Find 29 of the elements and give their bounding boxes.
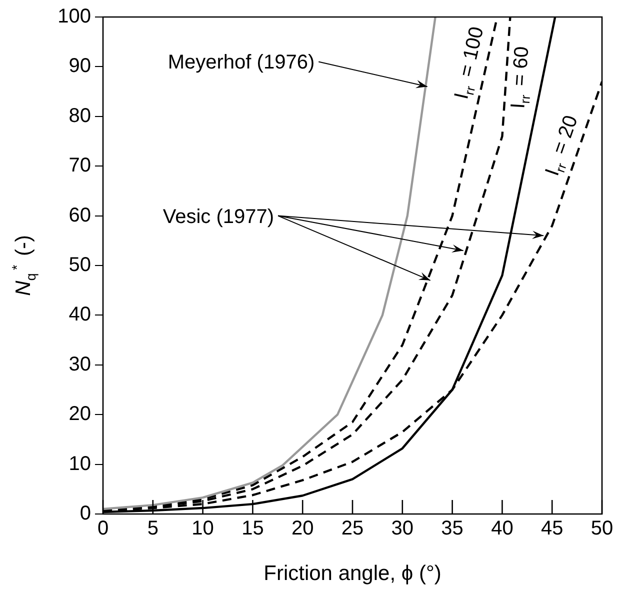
text: Irr = 20 (541, 112, 582, 179)
y-axis-title: Nq* (-) (10, 235, 38, 296)
y-tick-label: 90 (68, 55, 91, 78)
text: Irr = 60 (507, 46, 534, 110)
y-tick-label: 40 (68, 304, 91, 326)
x-tick-label: 0 (97, 518, 109, 540)
y-tick-label: 70 (68, 154, 91, 177)
x-tick-label: 15 (242, 518, 264, 540)
x-tick-label: 50 (590, 518, 614, 540)
x-tick-label: 45 (540, 518, 564, 540)
y-tick-label: 30 (68, 353, 91, 376)
annotation: Meyerhof (1976) (168, 52, 315, 74)
y-tick-label: 20 (68, 403, 91, 426)
y-tick-label: 10 (68, 452, 91, 475)
x-tick-label: 5 (147, 518, 158, 540)
x-tick-label: 35 (441, 518, 464, 540)
y-tick-label: 100 (58, 6, 91, 28)
x-tick-label: 25 (341, 518, 364, 540)
x-axis-title: Friction angle, ϕ (°) (264, 562, 442, 586)
y-tick-label: 50 (68, 254, 91, 276)
x-tick-label: 20 (291, 518, 314, 540)
x-tick-label: 10 (192, 518, 214, 540)
text: Irr = 100 (450, 24, 488, 102)
x-tick-label: 30 (391, 518, 414, 540)
y-tick-label: 60 (68, 204, 91, 226)
y-tick-label: 80 (68, 104, 91, 127)
annotation: Vesic (1977) (162, 206, 274, 228)
y-tick-label: 0 (80, 502, 91, 525)
x-tick-label: 40 (491, 518, 514, 540)
